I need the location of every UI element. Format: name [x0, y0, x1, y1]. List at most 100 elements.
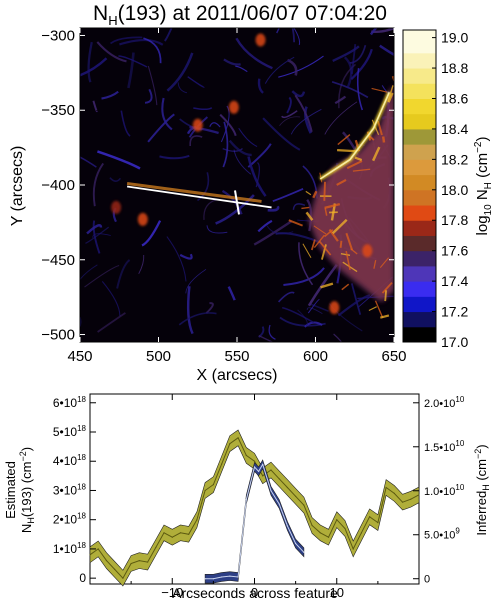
colorbar-tick-label: 18.6	[441, 90, 468, 106]
colorbar-level	[403, 312, 436, 328]
profile-y-tick-label-left: 2•1018	[53, 512, 87, 527]
bright-strand	[385, 290, 386, 301]
colorbar-tick-label: 17.2	[441, 304, 468, 320]
bright-strand	[396, 262, 401, 278]
colorbar-tick-label: 18.8	[441, 60, 468, 76]
profile-y-tick-label-left: 4•1018	[53, 453, 87, 468]
estimated-point	[320, 532, 321, 533]
colorbar-level	[403, 144, 436, 160]
colorbar-level	[403, 98, 436, 114]
estimated-point	[262, 475, 263, 476]
bright-strand	[324, 182, 325, 201]
inferred-point	[287, 525, 288, 526]
estimated-point	[180, 532, 181, 533]
profile-y-tick-label-right: 1.5•1010	[424, 439, 465, 454]
estimated-point	[221, 464, 222, 465]
bright-strand	[394, 92, 401, 99]
inferred-uncertainty-band	[205, 460, 304, 583]
estimated-point	[114, 569, 115, 570]
estimated-point	[410, 499, 411, 500]
colorbar-level	[403, 159, 436, 175]
estimated-point	[205, 490, 206, 491]
estimated-point	[344, 528, 345, 529]
estimated-point	[270, 469, 271, 470]
map-y-tick-label: −400	[41, 177, 75, 194]
bright-strand	[337, 150, 357, 151]
inferred-point	[221, 576, 222, 577]
profile-y-label-left-line2: NH(193) (cm−2)	[18, 447, 36, 533]
colorbar-level	[403, 30, 436, 53]
bright-spot	[329, 301, 339, 314]
map-x-tick-label: 600	[303, 348, 328, 365]
profile-y-tick-label-right: 0	[424, 574, 430, 586]
estimated-point	[131, 563, 132, 564]
estimated-point	[163, 532, 164, 533]
inferred-point	[262, 464, 263, 465]
colorbar-tick-label: 17.8	[441, 212, 468, 228]
colorbar-level	[403, 114, 436, 130]
colorbar-tick-label: 17.0	[441, 334, 468, 350]
inferred-point	[229, 575, 230, 576]
bright-strand	[383, 137, 384, 143]
bright-spot	[138, 213, 148, 226]
map-y-tick-label: −450	[41, 252, 75, 269]
colorbar-tick-label: 18.2	[441, 151, 468, 167]
bright-spot	[193, 119, 203, 132]
estimated-point	[246, 455, 247, 456]
map-y-tick-label: −300	[41, 27, 75, 44]
estimated-point	[89, 554, 90, 555]
profile-y-tick-label-left: 3•1018	[53, 482, 87, 497]
bright-strand	[341, 241, 342, 248]
estimated-point	[311, 525, 312, 526]
colorbar-level	[403, 281, 436, 297]
colorbar-level	[403, 68, 436, 84]
estimated-point	[386, 487, 387, 488]
colorbar-ticks: 19.018.818.618.418.218.017.817.617.417.2…	[432, 30, 468, 350]
estimated-point	[377, 522, 378, 523]
inferred-point	[303, 552, 304, 553]
map-y-tick-label: −500	[41, 327, 75, 344]
estimated-point	[418, 494, 419, 495]
estimated-point	[287, 487, 288, 488]
estimated-point	[229, 443, 230, 444]
estimated-point	[237, 437, 238, 438]
map-x-tick-label: 550	[224, 348, 249, 365]
inferred-point	[270, 490, 271, 491]
colorbar	[403, 30, 436, 343]
estimated-point	[361, 532, 362, 533]
colorbar-level	[403, 190, 436, 206]
estimated-point	[394, 493, 395, 494]
colorbar-tick-label: 17.4	[441, 273, 468, 289]
estimated-point	[279, 478, 280, 479]
inferred-point	[254, 466, 255, 467]
estimated-point	[172, 537, 173, 538]
colorbar-level	[403, 235, 436, 251]
colorbar-tick-label: 19.0	[441, 30, 468, 46]
inferred-point	[258, 471, 259, 472]
estimated-uncertainty-band	[90, 430, 419, 586]
colorbar-level	[403, 251, 436, 267]
profile-y-tick-label-left: 6•1018	[53, 395, 87, 410]
estimated-point	[98, 548, 99, 549]
estimated-point	[196, 519, 197, 520]
profile-x-label: Arcseconds across feature	[172, 585, 338, 601]
inferred-point	[295, 543, 296, 544]
estimated-point	[139, 560, 140, 561]
colorbar-level	[403, 205, 436, 221]
inferred-point	[246, 499, 247, 500]
map-x-tick-label: 450	[67, 348, 92, 365]
colorbar-label: log10 NH (cm−2)	[473, 137, 494, 236]
colorbar-tick-label: 18.0	[441, 182, 468, 198]
bright-spot	[256, 33, 266, 46]
inferred-point	[237, 576, 238, 577]
colorbar-level	[403, 220, 436, 236]
map-x-tick-label: 500	[146, 348, 171, 365]
bright-spot	[229, 101, 239, 114]
colorbar-level	[403, 129, 436, 145]
map-image	[64, 0, 419, 372]
profile-y-tick-label-right: 5.0•109	[424, 527, 460, 542]
colorbar-level	[403, 83, 436, 99]
profile-plot	[89, 430, 419, 586]
